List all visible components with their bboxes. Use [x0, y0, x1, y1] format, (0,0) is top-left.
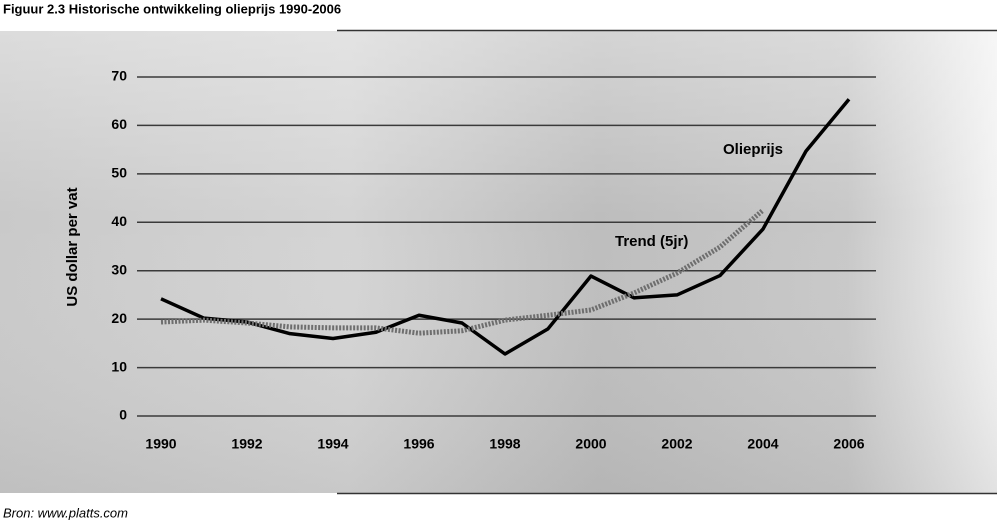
- x-tick-label: 1992: [231, 436, 262, 452]
- x-tick-label: 1996: [403, 436, 434, 452]
- x-tick-label: 2002: [661, 436, 692, 452]
- x-tick-label: 2006: [833, 436, 864, 452]
- series-line: [160, 98, 851, 356]
- x-tick-label: 2004: [747, 436, 778, 452]
- x-tick-label: 1990: [145, 436, 176, 452]
- y-tick-label: 20: [111, 310, 127, 326]
- chart-title: Figuur 2.3 Historische ontwikkeling olie…: [3, 1, 341, 16]
- y-tick-label: 60: [111, 116, 127, 132]
- x-tick-label: 1998: [489, 436, 520, 452]
- y-tick-label: 30: [111, 261, 127, 277]
- y-tick-label: 10: [111, 358, 127, 374]
- y-axis-label: US dollar per vat: [64, 187, 81, 306]
- x-tick-label: 2000: [575, 436, 606, 452]
- source: Bron: www.platts.com: [3, 505, 128, 520]
- x-tick-label: 1994: [317, 436, 348, 452]
- y-tick-label: 0: [119, 407, 127, 423]
- series-annotation: Olieprijs: [723, 141, 783, 158]
- y-tick-label: 40: [111, 213, 127, 229]
- y-tick-label: 50: [111, 165, 127, 181]
- y-tick-label: 70: [111, 68, 127, 84]
- series-annotation: Trend (5jr): [615, 233, 688, 250]
- series-line: [160, 208, 765, 336]
